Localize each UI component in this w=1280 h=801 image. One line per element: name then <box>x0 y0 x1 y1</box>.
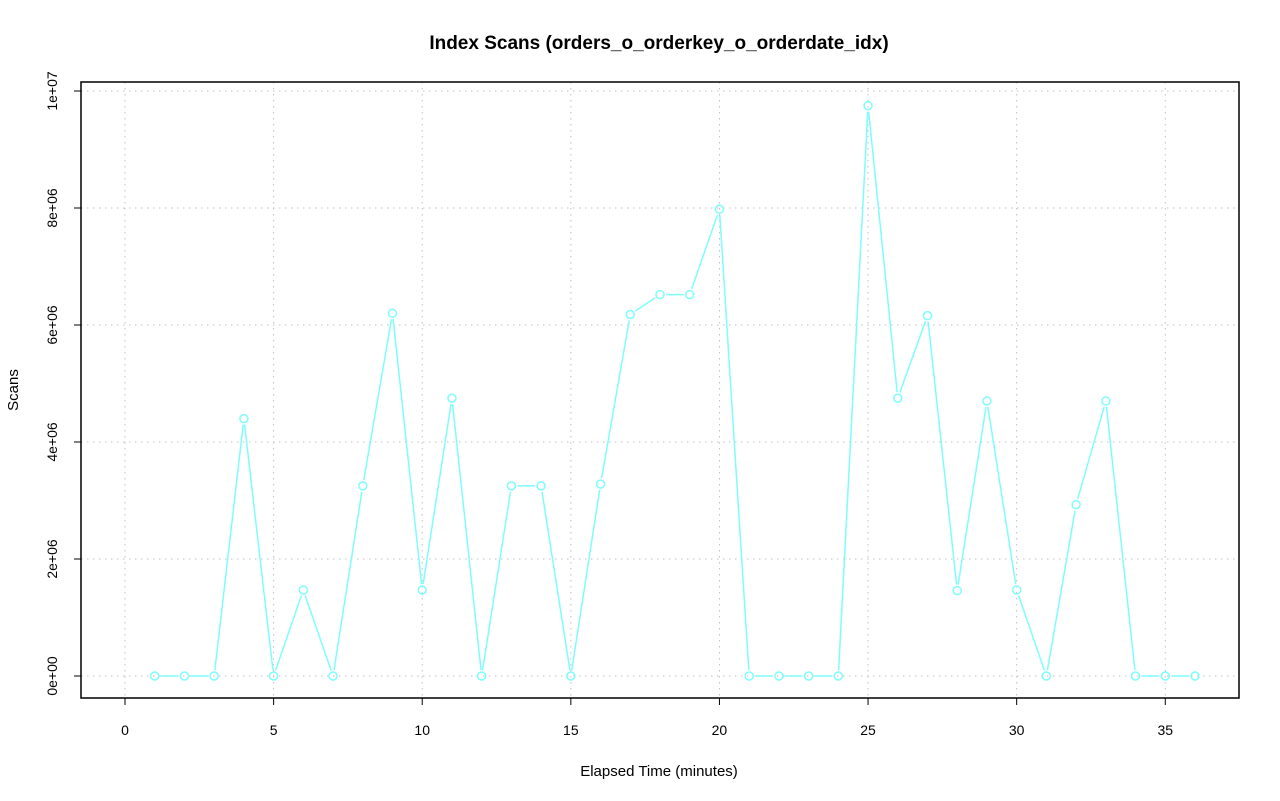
data-point <box>1071 499 1081 510</box>
data-point <box>1130 671 1141 681</box>
data-point <box>298 585 309 595</box>
x-tick-label: 5 <box>270 722 278 738</box>
series-line-segment <box>333 491 363 671</box>
series-line-segment <box>837 111 869 671</box>
y-tick-label: 0e+00 <box>44 656 60 696</box>
grid-lines <box>81 82 1239 698</box>
data-point <box>239 413 249 424</box>
data-point <box>833 671 844 681</box>
series-line-segment <box>304 595 332 671</box>
data-point <box>387 308 398 319</box>
data-point <box>893 393 903 403</box>
data-point <box>506 481 517 491</box>
x-tick-label: 0 <box>121 722 129 738</box>
data-point <box>536 481 546 491</box>
series-group <box>149 100 1200 681</box>
data-point <box>1101 396 1111 406</box>
data-point <box>803 671 814 681</box>
data-point <box>209 671 219 681</box>
data-point <box>417 585 427 595</box>
data-point <box>268 671 279 681</box>
data-point <box>684 289 695 300</box>
x-tick-label: 25 <box>860 722 876 738</box>
data-point <box>952 585 962 596</box>
data-point <box>476 671 487 681</box>
series-line-segment <box>1017 595 1046 671</box>
y-tick-label: 1e+07 <box>44 71 60 111</box>
series-line-segment <box>481 491 512 671</box>
series-line-segment <box>927 321 958 585</box>
data-point <box>774 671 784 681</box>
x-axis-label: Elapsed Time (minutes) <box>580 763 738 780</box>
series-line-segment <box>600 320 630 479</box>
data-point <box>1160 671 1171 681</box>
series-line-segment <box>451 404 482 671</box>
series-line-segment <box>392 319 423 585</box>
data-point <box>1011 585 1022 595</box>
data-point <box>447 393 457 403</box>
series-line-segment <box>363 319 393 481</box>
data-point <box>744 671 754 681</box>
data-point <box>655 289 665 300</box>
y-tick-label: 2e+06 <box>44 539 60 579</box>
data-point <box>358 481 368 491</box>
series-line-segment <box>214 424 244 671</box>
series-line-segment <box>957 406 987 585</box>
data-point <box>982 396 992 406</box>
y-tick-label: 4e+06 <box>44 422 60 462</box>
data-point <box>595 479 606 489</box>
plot-frame <box>80 81 1240 699</box>
x-tick-label: 35 <box>1157 722 1173 738</box>
data-point <box>1041 671 1052 681</box>
data-point <box>922 310 933 321</box>
data-point <box>625 309 636 320</box>
chart-title: Index Scans (orders_o_orderkey_o_orderda… <box>429 33 888 54</box>
series-line-segment <box>1077 406 1105 500</box>
data-point <box>328 671 338 681</box>
series-line-segment <box>719 215 750 671</box>
data-point <box>566 671 576 681</box>
series-line-segment <box>1105 406 1136 671</box>
y-tick-label: 8e+06 <box>44 188 60 228</box>
series-line-segment <box>274 595 303 671</box>
data-series <box>149 100 1200 681</box>
series-line-segment <box>571 489 601 671</box>
series-line-segment <box>899 321 927 393</box>
y-tick-label: 6e+06 <box>44 305 60 345</box>
series-line-segment <box>1046 510 1076 671</box>
data-point <box>714 204 725 214</box>
data-point <box>149 671 160 681</box>
x-tick-label: 15 <box>563 722 579 738</box>
series-line-segment <box>422 403 452 585</box>
series-line-segment <box>867 111 898 393</box>
data-point <box>179 671 190 681</box>
axes: 0 5 10 15 20 25 30 35 0e+00 2e+06 4e+06 6e+06 8e+06 1… <box>44 71 1173 738</box>
series-line-segment <box>634 297 656 312</box>
x-tick-label: 20 <box>712 722 728 738</box>
data-point <box>863 100 873 111</box>
series-line-segment <box>541 491 571 671</box>
x-tick-label: 10 <box>414 722 430 738</box>
series-line-segment <box>243 424 274 671</box>
series-line-segment <box>690 214 719 290</box>
x-tick-label: 30 <box>1009 722 1025 738</box>
y-axis-label: Scans <box>5 369 22 411</box>
series-line-segment <box>987 406 1017 585</box>
data-point <box>1190 671 1200 681</box>
